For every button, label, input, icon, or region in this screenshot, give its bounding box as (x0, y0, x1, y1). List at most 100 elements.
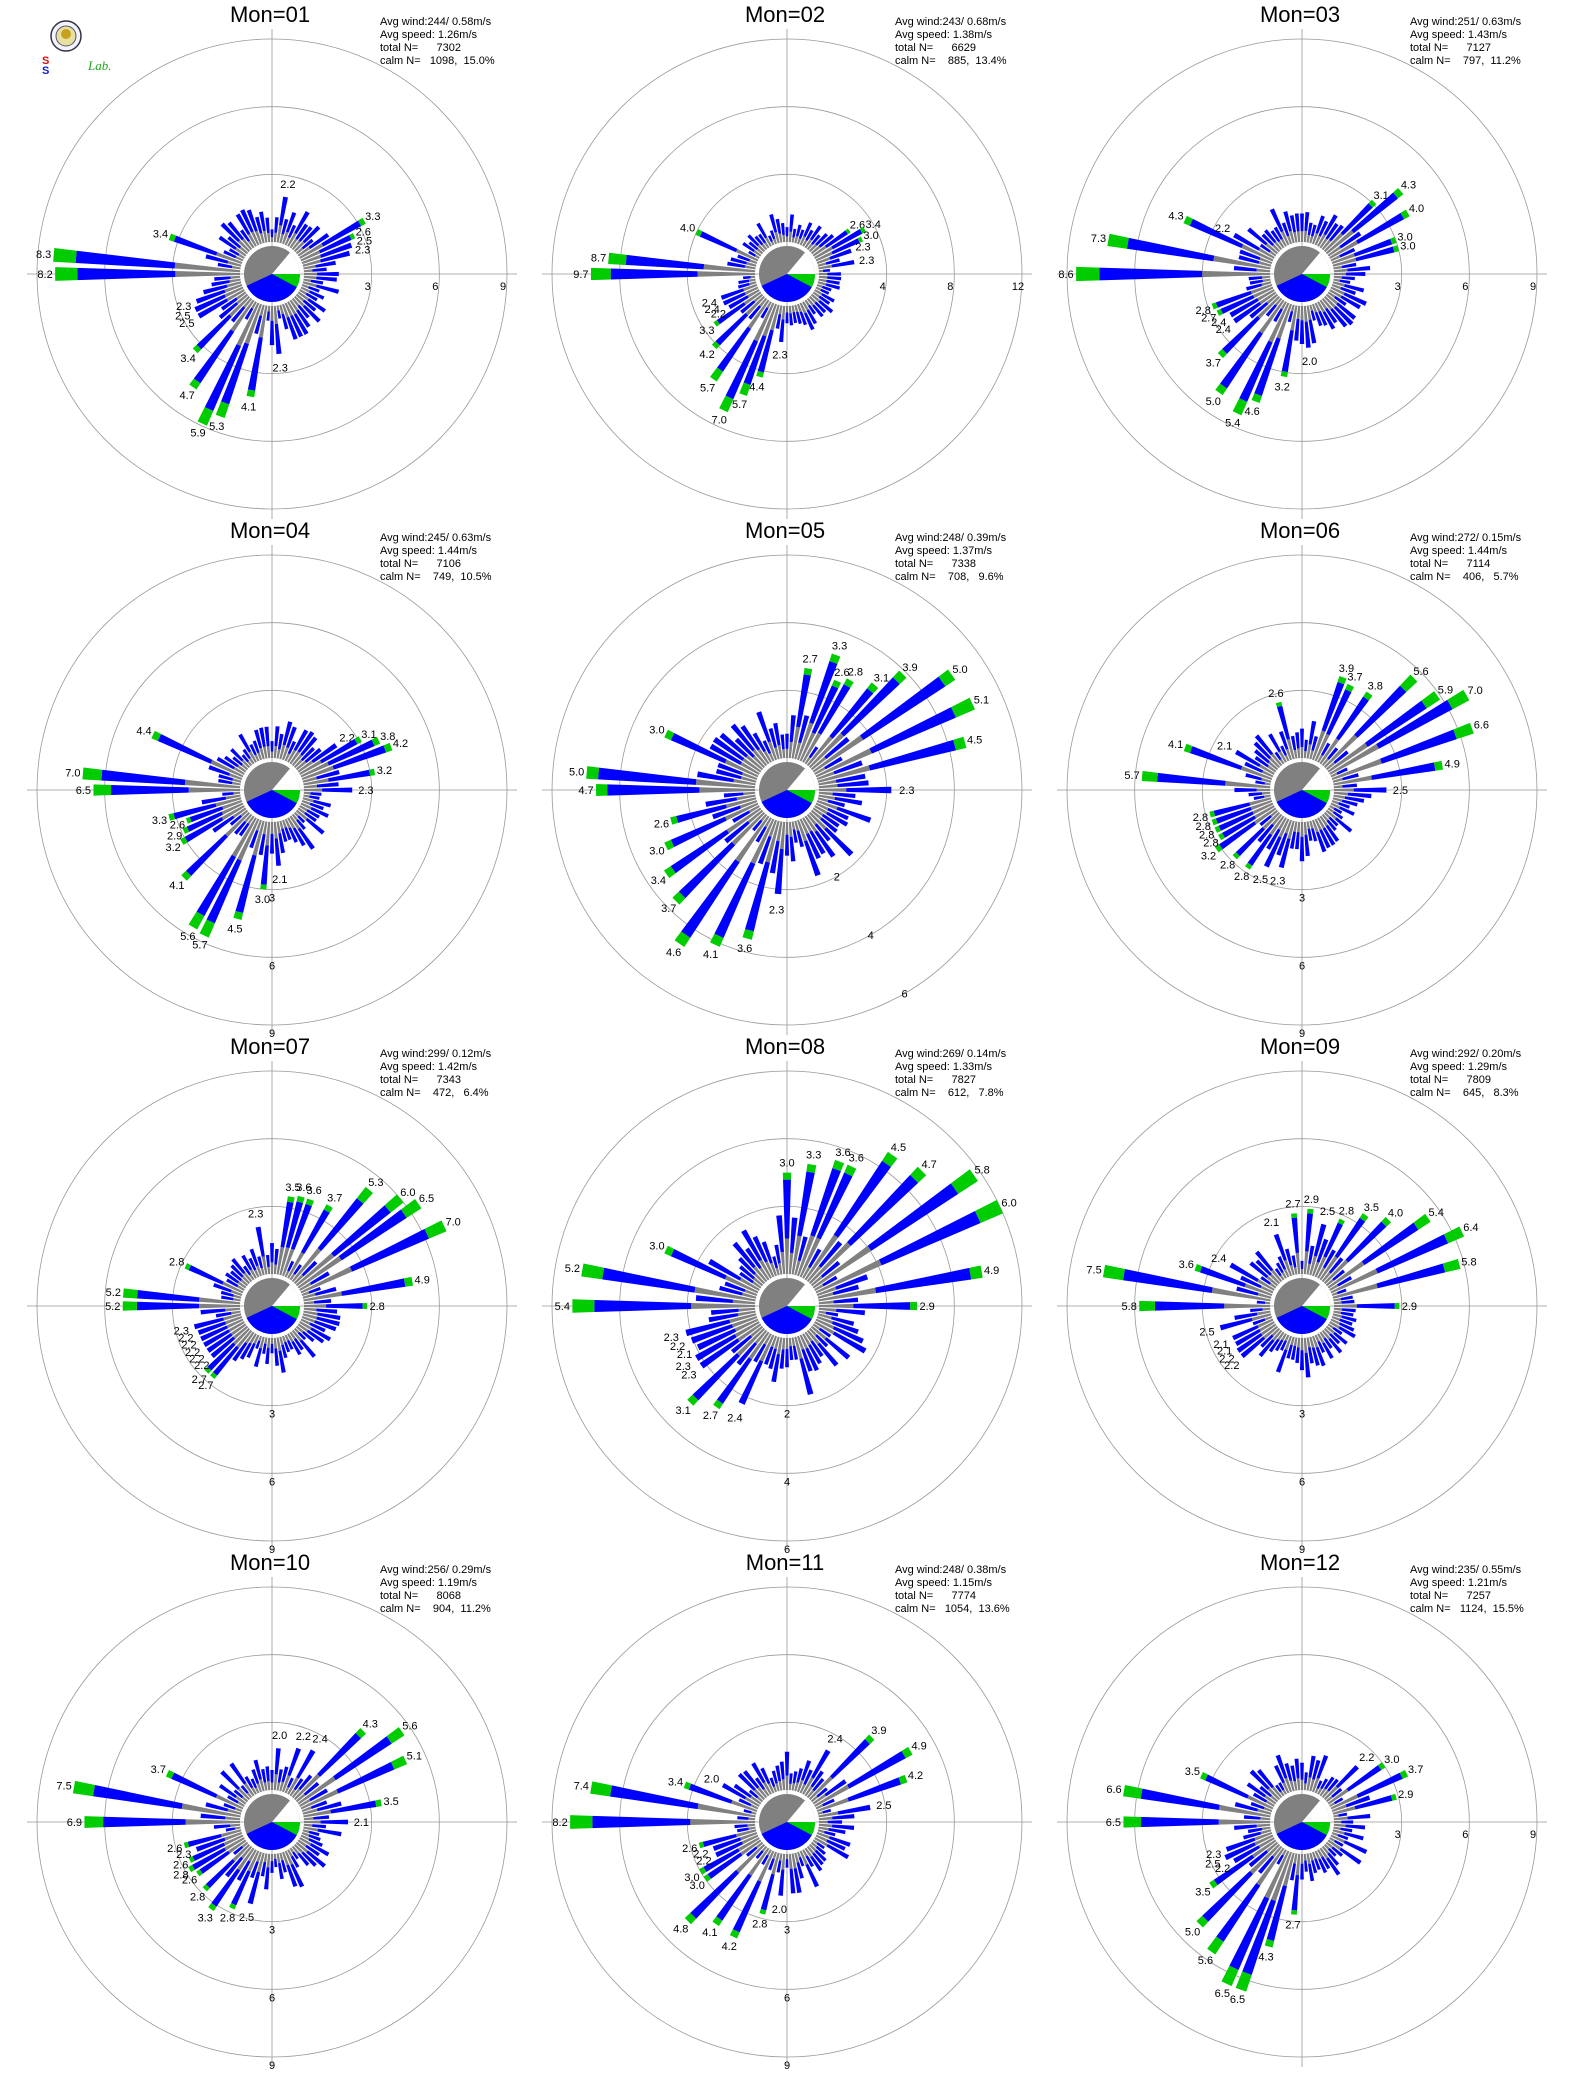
petal-segment-gray (788, 1783, 792, 1791)
petal-segment-gray (763, 1781, 772, 1795)
petal-segment-gray (817, 281, 827, 286)
petal-segment-blue (1254, 749, 1270, 764)
petal-segment-gray (259, 1336, 265, 1349)
petal-segment-gray (1330, 286, 1345, 295)
petal-value-label: 4.4 (749, 381, 764, 393)
petal-segment-blue (303, 1781, 320, 1796)
petal-segment-blue (240, 229, 251, 242)
petal-segment-blue (310, 792, 322, 796)
petal-value-label: 7.0 (1467, 685, 1482, 697)
petal-value-label: 3.3 (198, 1912, 213, 1924)
petal-segment-blue (204, 344, 242, 412)
ring-label: 6 (269, 960, 275, 972)
petal-segment-blue (184, 817, 224, 843)
petal-segment-gray (763, 1333, 772, 1345)
stat-line: calm N= 708, 9.6% (895, 571, 1004, 583)
petal-segment-blue (1199, 1266, 1246, 1288)
petal-segment-gray (748, 1847, 770, 1876)
petal-segment-green (1363, 691, 1373, 701)
petal-segment-blue (1232, 1325, 1259, 1341)
petal-segment-blue (1234, 749, 1261, 768)
petal-segment-gray (781, 1853, 786, 1870)
petal-segment-blue (1259, 814, 1272, 827)
petal-segment-blue (1278, 731, 1289, 750)
petal-segment-gray (215, 1794, 244, 1810)
petal-segment-blue (607, 784, 700, 796)
petal-segment-green (938, 669, 956, 687)
petal-segment-blue (173, 803, 217, 820)
petal-segment-gray (785, 748, 789, 759)
petal-segment-blue (685, 1319, 731, 1337)
petal-segment-gray (1303, 751, 1307, 759)
petal-segment-gray (736, 1843, 766, 1873)
petal-segment-gray (1323, 1843, 1330, 1850)
petal-segment-blue (306, 1329, 325, 1344)
petal-value-label: 7.3 (1091, 233, 1106, 245)
petal-segment-blue (171, 1772, 218, 1798)
petal-segment-blue (218, 1783, 237, 1798)
petal-segment-blue (1333, 807, 1343, 815)
petal-segment-blue (1327, 1778, 1339, 1792)
petal-segment-gray (1264, 794, 1271, 798)
petal-segment-gray (302, 1293, 316, 1299)
petal-segment-gray (788, 741, 793, 759)
petal-value-label: 3.0 (690, 1880, 705, 1892)
petal-segment-blue (827, 807, 849, 821)
petal-segment-blue (240, 1784, 249, 1794)
petal-segment-blue (1311, 735, 1319, 751)
petal-segment-blue (717, 762, 743, 776)
petal-segment-gray (1300, 746, 1304, 759)
petal-segment-blue (771, 1770, 778, 1784)
petal-segment-gray (818, 269, 824, 273)
petal-segment-green (1390, 1793, 1397, 1801)
petal-segment-blue (217, 262, 233, 269)
petal-value-label: 3.5 (285, 1182, 300, 1194)
petal-segment-blue (1229, 298, 1259, 318)
petal-segment-gray (748, 1331, 770, 1360)
petal-segment-blue (773, 722, 781, 746)
petal-segment-gray (759, 297, 768, 307)
petal-segment-blue (308, 1838, 323, 1847)
petal-segment-blue (1304, 1352, 1311, 1378)
petal-segment-blue (313, 1815, 330, 1820)
petal-segment-gray (297, 760, 314, 773)
petal-segment-blue (1243, 1831, 1262, 1840)
petal-segment-gray (303, 794, 310, 798)
petal-segment-blue (1308, 1755, 1316, 1778)
petal-segment-gray (270, 1782, 274, 1791)
petal-segment-blue (1322, 1342, 1334, 1360)
petal-segment-blue (716, 1873, 752, 1921)
petal-value-label: 2.4 (1216, 324, 1231, 336)
petal-segment-gray (1309, 750, 1314, 760)
petal-segment-blue (829, 688, 874, 739)
petal-segment-gray (1311, 1335, 1319, 1348)
petal-segment-gray (1331, 283, 1342, 290)
petal-segment-gray (815, 1259, 882, 1294)
stat-line: calm N= 612, 7.8% (895, 1087, 1004, 1099)
petal-segment-green (670, 815, 679, 825)
petal-segment-gray (258, 305, 268, 338)
stat-line: total N= 7127 (1410, 42, 1492, 54)
stat-line: total N= 7302 (380, 42, 462, 54)
petal-value-label: 2.8 (1339, 1206, 1354, 1218)
petal-segment-blue (1335, 696, 1369, 741)
petal-segment-blue (1334, 817, 1353, 833)
petal-segment-gray (815, 1318, 835, 1330)
petal-value-label: 2.2 (280, 179, 295, 191)
petal-segment-green (349, 233, 356, 240)
petal-segment-blue (1234, 1802, 1258, 1812)
petal-segment-blue (332, 745, 387, 770)
petal-segment-blue (227, 1795, 239, 1804)
petal-segment-gray (299, 1321, 312, 1330)
petal-segment-blue (213, 1824, 231, 1829)
petal-segment-green (204, 1366, 212, 1374)
petal-segment-blue (810, 1340, 824, 1358)
petal-segment-gray (816, 1315, 833, 1324)
petal-value-label: 2.1 (354, 1817, 369, 1829)
petal-segment-blue (1253, 741, 1272, 760)
petal-segment-gray (258, 1335, 263, 1342)
petal-segment-blue (1341, 262, 1357, 269)
petal-segment-blue (716, 302, 746, 325)
stat-line: Avg wind:299/ 0.12m/s (380, 1048, 492, 1060)
